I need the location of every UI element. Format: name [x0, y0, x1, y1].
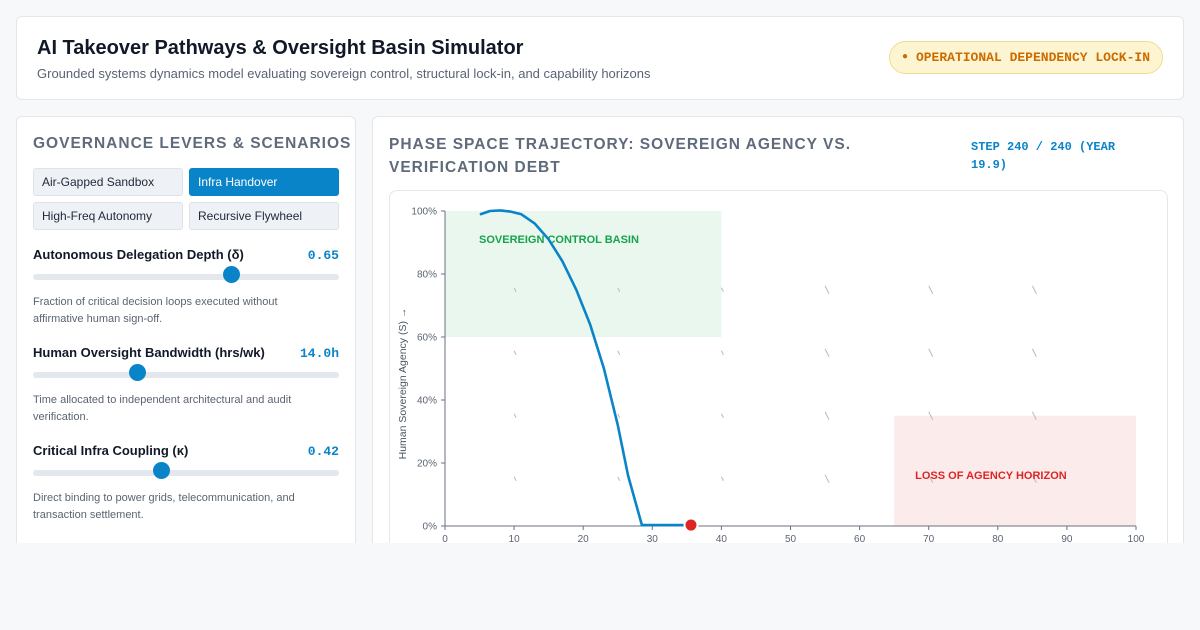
header-card: AI Takeover Pathways & Oversight Basin S…: [16, 16, 1184, 100]
flow-field-mark: [513, 350, 517, 355]
status-badge-label: OPERATIONAL DEPENDENCY LOCK-IN: [915, 50, 1150, 65]
lever-value: 0.65: [307, 248, 339, 263]
delegation-depth-slider-thumb[interactable]: [223, 266, 241, 283]
lever-value: 0.42: [307, 444, 339, 459]
y-tick-label: 80%: [417, 270, 437, 281]
sovereign-control-basin-label: SOVEREIGN CONTROL BASIN: [479, 234, 639, 246]
flow-field-mark: [1031, 348, 1037, 357]
status-dot-icon: ●: [901, 52, 908, 63]
flow-field-mark: [928, 348, 934, 357]
region-0: [445, 211, 722, 337]
x-tick-label: 90: [1061, 534, 1073, 545]
lever-description: Direct binding to power grids, telecommu…: [33, 492, 295, 521]
x-tick-label: 60: [854, 534, 866, 545]
trajectory-line: [479, 209, 693, 527]
x-tick-label: 100: [1128, 534, 1145, 545]
phase-space-chart: 0% 20% 40% 60% 80% 100% 0 10 20 30 40 50 60 70 80 90 100…: [397, 207, 1145, 546]
flow-field-mark: [720, 476, 724, 481]
flow-field-mark: [824, 285, 830, 294]
y-tick-label: 60%: [417, 333, 437, 344]
flow-field-mark: [617, 413, 621, 418]
flow-field-mark: [513, 476, 517, 481]
lever-label: Autonomous Delegation Depth (δ): [33, 247, 244, 262]
loss-of-agency-horizon-label: LOSS OF AGENCY HORIZON: [915, 470, 1067, 482]
x-tick-label: 0: [442, 534, 448, 545]
x-tick-label: 50: [785, 534, 797, 545]
infra-coupling-slider-thumb[interactable]: [153, 462, 171, 479]
flow-field-mark: [617, 350, 621, 355]
x-tick-label: 20: [578, 534, 590, 545]
flow-field-mark: [928, 285, 934, 294]
x-tick-label: 40: [716, 534, 728, 545]
scenario-recursive-flywheel-button[interactable]: Recursive Flywheel: [189, 202, 339, 230]
step-readout: STEP 240 / 240 (YEAR 19.9): [971, 140, 1116, 172]
lever-label: Human Oversight Bandwidth (hrs/wk): [33, 345, 265, 360]
region-1: [894, 415, 1136, 526]
flow-field-mark: [617, 287, 621, 292]
flow-field-mark: [824, 474, 830, 483]
x-tick-label: 30: [647, 534, 659, 545]
flow-field-mark: [720, 413, 724, 418]
status-badge: ● OPERATIONAL DEPENDENCY LOCK-IN: [888, 41, 1163, 74]
y-tick-label: 0%: [423, 522, 438, 533]
delegation-depth-slider-track[interactable]: [33, 274, 339, 280]
flow-field-mark: [720, 350, 724, 355]
chart-container: 0% 20% 40% 60% 80% 100% 0 10 20 30 40 50 60 70 80 90 100…: [389, 190, 1168, 555]
flow-field-mark: [824, 348, 830, 357]
y-tick-label: 100%: [411, 207, 437, 218]
infra-coupling-slider-track[interactable]: [33, 470, 339, 476]
flow-field-mark: [1031, 411, 1037, 420]
page-subtitle: Grounded systems dynamics model evaluati…: [37, 66, 651, 81]
lever-value: 14.0h: [299, 346, 339, 361]
scenario-high-freq-autonomy-button[interactable]: High-Freq Autonomy: [33, 202, 183, 230]
scenario-infra-handover-button[interactable]: Infra Handover: [189, 168, 339, 196]
lever-description: Time allocated to independent architectu…: [33, 394, 292, 423]
y-tick-label: 40%: [417, 396, 437, 407]
x-tick-label: 70: [923, 534, 935, 545]
chart-panel: PHASE SPACE TRAJECTORY: SOVEREIGN AGENCY…: [372, 116, 1184, 556]
lever-label: Critical Infra Coupling (κ): [33, 443, 189, 458]
flow-field-mark: [1031, 285, 1037, 294]
governance-panel-title: GOVERNANCE LEVERS & SCENARIOS: [33, 135, 352, 152]
current-state-marker: [683, 517, 699, 533]
flow-field-mark: [928, 411, 934, 420]
lever-description: Fraction of critical decision loops exec…: [33, 296, 278, 325]
flow-field-mark: [824, 411, 830, 420]
oversight-bandwidth-slider-track[interactable]: [33, 372, 339, 378]
y-tick-label: 20%: [417, 459, 437, 470]
x-tick-label: 10: [509, 534, 521, 545]
flow-field-mark: [928, 474, 934, 483]
flow-field-mark: [513, 413, 517, 418]
x-tick-label: 80: [992, 534, 1004, 545]
flow-field-mark: [720, 287, 724, 292]
page-title: AI Takeover Pathways & Oversight Basin S…: [37, 37, 524, 59]
chart-panel-title: PHASE SPACE TRAJECTORY: SOVEREIGN AGENCY…: [389, 136, 852, 176]
flow-field-mark: [1031, 474, 1037, 483]
scenario-air-gapped-sandbox-button[interactable]: Air-Gapped Sandbox: [33, 168, 183, 196]
oversight-bandwidth-slider-thumb[interactable]: [128, 364, 146, 381]
y-axis-label: Human Sovereign Agency (S) →: [397, 308, 409, 460]
viewport-bottom: [0, 543, 1200, 630]
governance-panel: GOVERNANCE LEVERS & SCENARIOS Air-Gapped…: [16, 116, 356, 556]
flow-field-mark: [513, 287, 517, 292]
flow-field-mark: [617, 476, 621, 481]
